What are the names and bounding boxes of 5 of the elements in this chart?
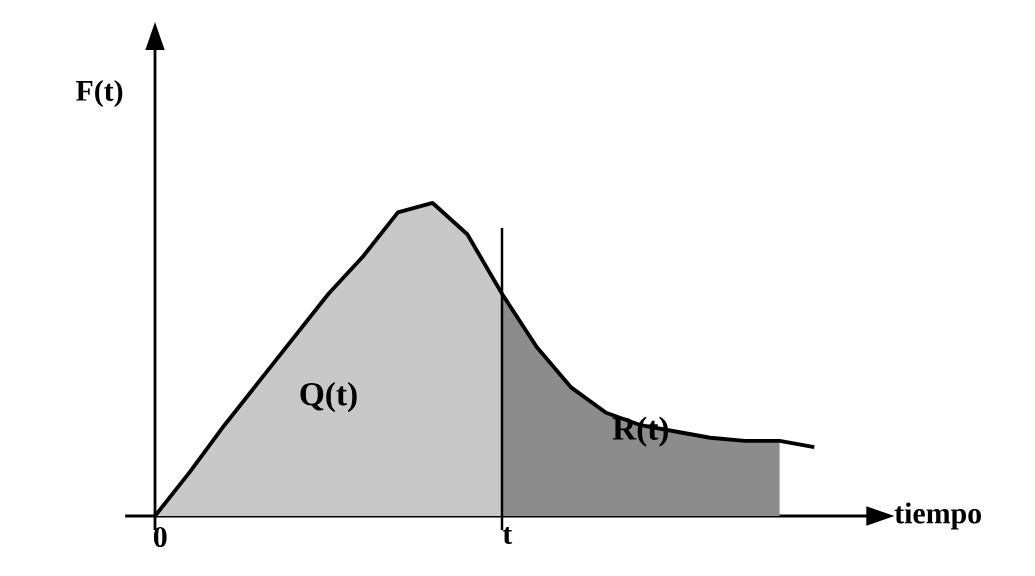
text: 0 (153, 526, 167, 548)
y-axis-title: F(t) (76, 79, 123, 107)
series-label: Q(t) (300, 381, 357, 413)
x-axis-title: tiempo (894, 502, 982, 530)
text: t (502, 526, 513, 544)
